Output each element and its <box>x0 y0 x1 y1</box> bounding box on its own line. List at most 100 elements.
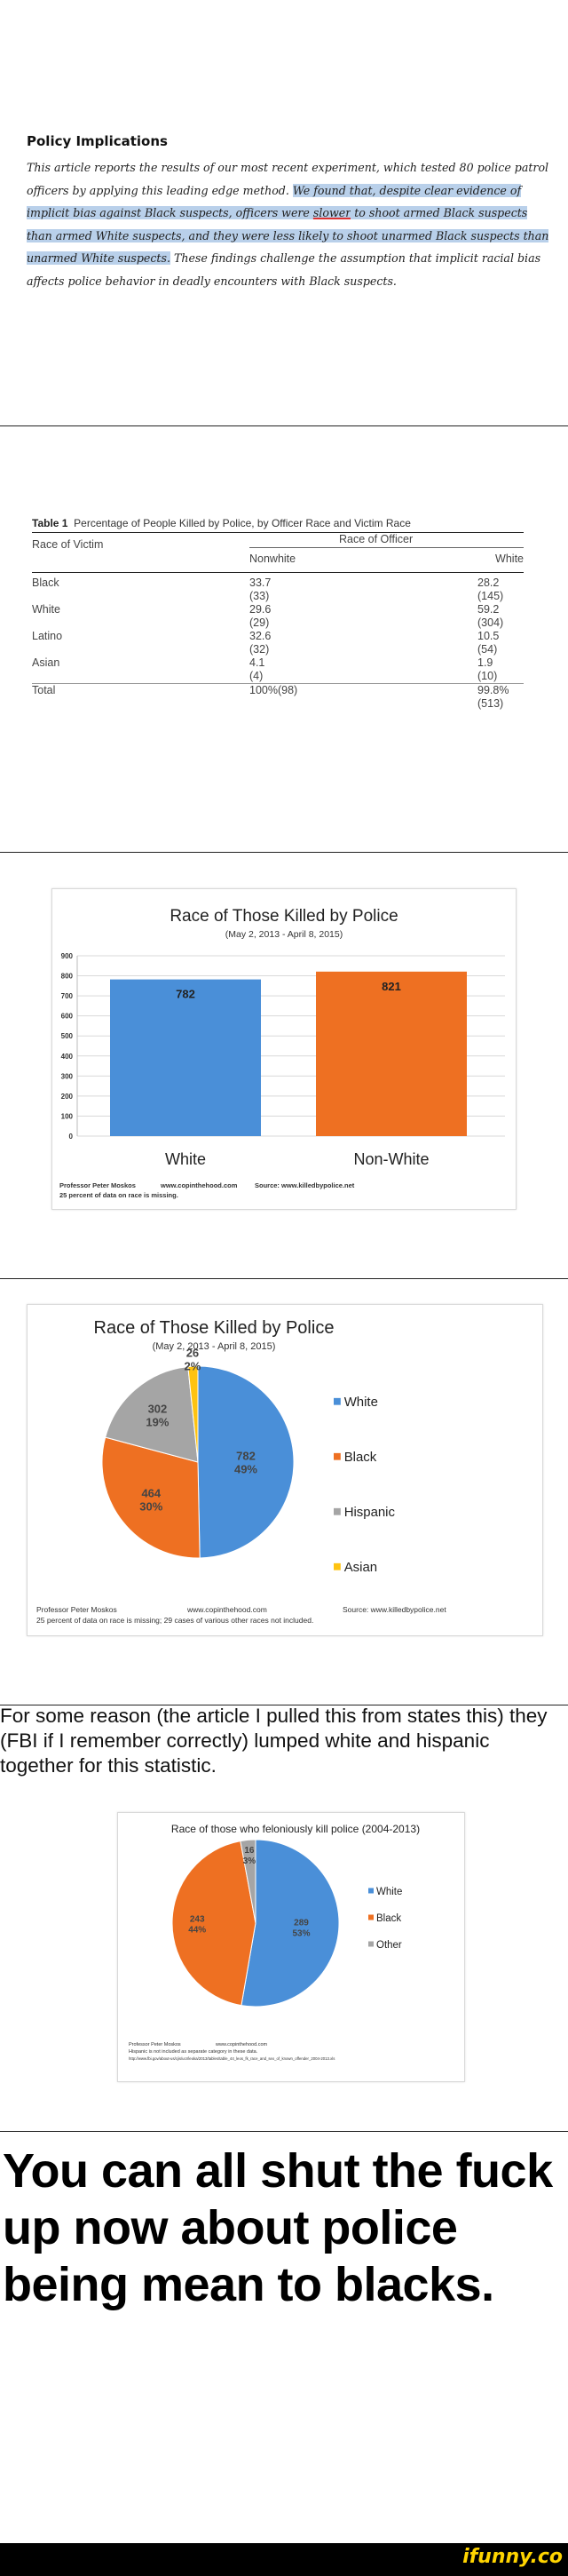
slice-value-label: 782 <box>236 1449 256 1462</box>
table-row-counts: (4) (10) <box>32 670 524 683</box>
footer-bar <box>0 2543 568 2576</box>
policy-text: This article reports the results of our … <box>27 156 550 292</box>
row-white-count: (304) <box>477 616 504 629</box>
y-tick-label: 600 <box>61 1013 74 1021</box>
row-nonwhite-pct: 4.1 <box>249 656 265 669</box>
row-white-pct: 59.2 <box>477 603 500 616</box>
pie-slice-asian <box>187 1365 199 1463</box>
legend-swatch <box>368 1888 374 1894</box>
x-category-label: Non-White <box>353 1150 429 1168</box>
table-row-counts: (29) (304) <box>32 616 524 630</box>
slice-value-label: 464 <box>141 1486 161 1499</box>
statement-panel: You can all shut the fuck up now about p… <box>0 2132 568 2576</box>
row-nonwhite-count: (4) <box>249 670 264 682</box>
policy-text-plain-1: This article reports the results of our … <box>27 161 549 197</box>
pie-slice-white <box>241 1839 340 2008</box>
y-tick-label: 200 <box>61 1093 74 1101</box>
legend-label: Asian <box>344 1560 377 1575</box>
chart-subtitle: (May 2, 2013 - April 8, 2015) <box>153 1341 276 1352</box>
legend-label: Black <box>344 1450 377 1465</box>
slice-value-label: 16 <box>244 1846 255 1856</box>
slice-value-label: 302 <box>148 1403 168 1416</box>
footer-author: Professor Peter Moskos <box>129 2042 181 2047</box>
legend-label: Hispanic <box>344 1505 396 1520</box>
legend-swatch <box>334 1507 341 1515</box>
row-nonwhite-pct: 29.6 <box>249 603 272 616</box>
row-race: White <box>32 603 60 616</box>
footer-note: 25 percent of data on race is missing; 2… <box>36 1616 313 1625</box>
chart-title: Race of Those Killed by Police <box>170 907 398 926</box>
ifunny-logo[interactable]: ifunny.co <box>462 2546 563 2568</box>
table-row-counts: (32) (54) <box>32 643 524 656</box>
slice-value-label: 243 <box>190 1914 205 1924</box>
footer-site: www.copinthehood.com <box>215 2042 268 2047</box>
pie-slice-other <box>240 1839 256 1924</box>
header-race-of-officer: Race of Officer <box>339 533 414 545</box>
legend-swatch <box>334 1562 341 1570</box>
y-tick-label: 900 <box>61 952 74 960</box>
policy-text-underlined: slower <box>312 206 351 219</box>
policy-panel: Policy Implications This article reports… <box>0 0 568 426</box>
y-tick-label: 300 <box>61 1072 74 1080</box>
legend-swatch <box>368 1914 374 1920</box>
slice-pct-label: 19% <box>146 1416 169 1429</box>
legend-label: White <box>344 1395 378 1410</box>
pie-slice-black <box>171 1840 256 2007</box>
legend-label: Black <box>376 1913 401 1924</box>
table-row: White 29.6 59.2 <box>32 603 524 616</box>
table-caption-text: Percentage of People Killed by Police, b… <box>74 517 411 529</box>
bar-white <box>110 979 261 1136</box>
pie-slice-white <box>197 1365 295 1559</box>
bar-value-label: 821 <box>382 980 401 993</box>
victim-race-table: Table 1 Percentage of People Killed by P… <box>32 517 524 710</box>
legend-swatch <box>334 1452 341 1460</box>
legend-swatch <box>334 1397 341 1405</box>
legend-swatch <box>368 1941 374 1947</box>
row-white-pct: 28.2 <box>477 576 500 589</box>
x-category-label: White <box>165 1150 206 1168</box>
y-tick-label: 100 <box>61 1112 74 1120</box>
slice-pct-label: 30% <box>139 1499 162 1513</box>
row-nonwhite-pct: 32.6 <box>249 630 272 642</box>
table-caption: Table 1 Percentage of People Killed by P… <box>32 517 524 533</box>
row-race: Latino <box>32 630 63 642</box>
bar-chart-frame: Race of Those Killed by Police (May 2, 20… <box>51 888 517 1210</box>
row-nonwhite-count: (32) <box>249 643 270 656</box>
row-nonwhite-count: (29) <box>249 616 270 629</box>
y-tick-label: 700 <box>61 992 74 1000</box>
caption-text: For some reason (the article I pulled th… <box>0 1705 548 1777</box>
total-white: 99.8%(513) <box>477 684 509 710</box>
pie-slice-hispanic <box>105 1366 199 1463</box>
pie-chart-frame: Race of Those Killed by Police (May 2, 20… <box>27 1304 543 1636</box>
total-nonwhite: 100%(98) <box>249 684 298 696</box>
bar-chart: Race of Those Killed by Police (May 2, 20… <box>59 907 505 1199</box>
bar-non-white <box>316 971 467 1136</box>
slice-value-label: 26 <box>186 1347 199 1360</box>
total-label: Total <box>32 684 56 696</box>
big-statement: You can all shut the fuck up now about p… <box>3 2144 553 2311</box>
footer-source: Source: www.killedbypolice.net <box>343 1605 446 1614</box>
legend-label: White <box>376 1887 402 1897</box>
chart-title: Race of those who feloniously kill polic… <box>171 1823 420 1835</box>
slice-pct-label: 3% <box>243 1856 256 1866</box>
slice-pct-label: 44% <box>188 1925 206 1935</box>
pie-chart-frame-2: Race of those who feloniously kill polic… <box>117 1812 465 2082</box>
policy-text-plain-2: These findings challenge the assumption … <box>27 251 541 288</box>
footer-note: 25 percent of data on race is missing. <box>59 1191 178 1199</box>
footer-source: Source: www.killedbypolice.net <box>255 1181 355 1189</box>
footer-url: http://www.fbi.gov/about-us/cjis/ucr/leo… <box>129 2056 335 2061</box>
table-row: Asian 4.1 1.9 <box>32 656 524 670</box>
header-race-of-victim: Race of Victim <box>32 538 104 551</box>
header-divider <box>249 547 524 548</box>
policy-heading: Policy Implications <box>27 133 168 149</box>
footer-author: Professor Peter Moskos <box>36 1605 117 1614</box>
pie-slice-black <box>101 1436 201 1559</box>
slice-value-label: 289 <box>294 1918 309 1928</box>
table-row-counts: (33) (145) <box>32 590 524 603</box>
header-nonwhite: Nonwhite <box>249 553 296 565</box>
chart-title: Race of Those Killed by Police <box>94 1318 335 1338</box>
table-row-total: Total 100%(98) 99.8%(513) <box>32 683 524 710</box>
fbi-panel: For some reason (the article I pulled th… <box>0 1705 568 2132</box>
row-white-count: (54) <box>477 643 498 656</box>
bar-chart-panel: Race of Those Killed by Police (May 2, 20… <box>0 853 568 1279</box>
